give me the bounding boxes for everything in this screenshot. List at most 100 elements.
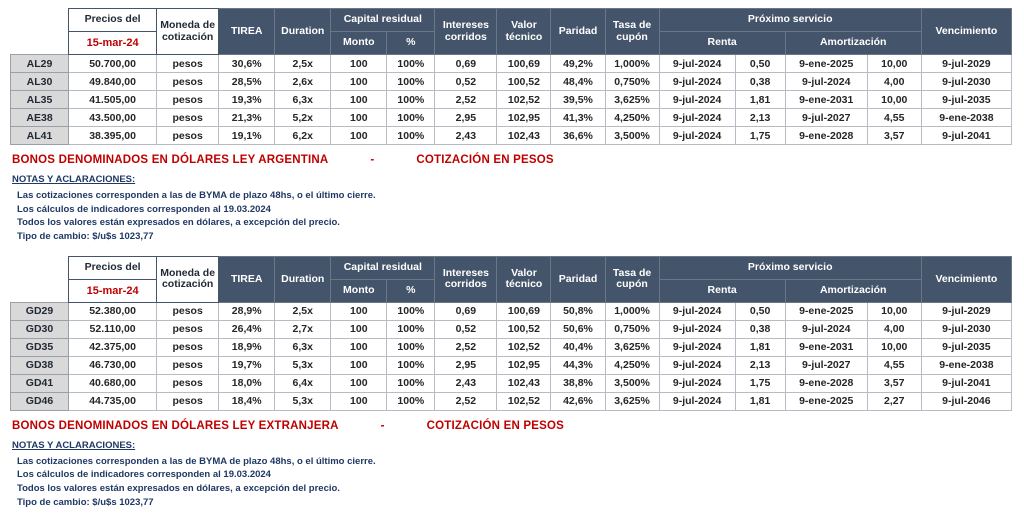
- bond-value: 102,95: [496, 108, 552, 127]
- note-line: Las cotizaciones corresponden a las de B…: [17, 455, 376, 467]
- bond-row: GD29 52.380,00 pesos 28,9% 2,5x 100 100% 0,69 10…: [9, 301, 1013, 321]
- bond-value: 102,52: [496, 90, 552, 109]
- bonds-table-ley-extranjera: Precios del Moneda de cotización TIREA D…: [9, 255, 1013, 411]
- bond-value: 52.110,00: [68, 319, 158, 339]
- bond-value: 41.505,00: [68, 90, 158, 109]
- bond-value: 100: [330, 373, 388, 393]
- table-header: Precios del Moneda de cotización TIREA D…: [11, 255, 1013, 303]
- bond-value: 3,625%: [604, 391, 660, 411]
- col-header-renta: Renta: [658, 278, 786, 303]
- bond-value: 9-ene-2031: [784, 90, 868, 109]
- bond-value: 6,4x: [274, 373, 332, 393]
- table-header: Precios del Moneda de cotización TIREA D…: [11, 8, 1013, 55]
- bond-table-body: AL29 50.700,00 pesos 30,6% 2,5x 100 100% 0,69 10…: [9, 54, 1013, 145]
- bond-value: 1,81: [734, 391, 786, 411]
- bond-value: 4,250%: [604, 108, 660, 127]
- bond-value: 9-jul-2024: [784, 72, 868, 91]
- col-header-precios-del: Precios del: [68, 255, 158, 280]
- bond-value: 26,4%: [218, 319, 276, 339]
- bond-value: 9-ene-2031: [784, 337, 868, 357]
- col-header-moneda: Moneda de cotización: [156, 255, 220, 303]
- bond-value: 9-jul-2024: [658, 90, 736, 109]
- bond-ticker: AE38: [9, 108, 70, 127]
- bond-value: 100%: [386, 301, 436, 321]
- bond-value: 48,4%: [550, 72, 606, 91]
- bond-value: pesos: [156, 54, 220, 73]
- section-title-ley-argentina: BONOS DENOMINADOS EN DÓLARES LEY ARGENTI…: [12, 154, 1014, 166]
- bond-value: 2,5x: [274, 54, 332, 73]
- notes-block: NOTAS Y ACLARACIONES: Las cotizaciones c…: [12, 439, 1014, 510]
- bond-value: 2,7x: [274, 319, 332, 339]
- bond-value: 0,38: [734, 72, 786, 91]
- bond-value: 0,52: [434, 72, 498, 91]
- bond-value: 100,69: [496, 301, 552, 321]
- bond-value: 10,00: [866, 337, 922, 357]
- bond-value: 3,500%: [604, 373, 660, 393]
- bond-row: GD46 44.735,00 pesos 18,4% 5,3x 100 100% 2,52 10…: [9, 391, 1013, 411]
- bond-value: pesos: [156, 391, 220, 411]
- bond-value: pesos: [156, 319, 220, 339]
- bond-value: 102,43: [496, 126, 552, 145]
- bond-value: 2,95: [434, 355, 498, 375]
- bond-value: 9-jul-2024: [784, 319, 868, 339]
- bond-row: AE38 43.500,00 pesos 21,3% 5,2x 100 100% 2,95 10…: [9, 108, 1013, 127]
- bond-value: 9-jul-2041: [920, 373, 1013, 393]
- bond-value: 102,95: [496, 355, 552, 375]
- col-header-tirea: TIREA: [218, 255, 276, 303]
- bond-value: 1,81: [734, 90, 786, 109]
- bond-value: 102,43: [496, 373, 552, 393]
- bond-value: 100: [330, 391, 388, 411]
- bond-value: pesos: [156, 90, 220, 109]
- bond-value: 4,55: [866, 355, 922, 375]
- bond-ticker: AL29: [9, 54, 70, 73]
- col-header-tasa-cupon: Tasa de cupón: [604, 255, 660, 303]
- bond-value: pesos: [156, 301, 220, 321]
- col-header-pct: %: [386, 278, 436, 303]
- note-line: Todos los valores están expresados en dó…: [17, 483, 340, 495]
- bond-ticker: GD35: [9, 337, 70, 357]
- bond-value: 9-ene-2028: [784, 373, 868, 393]
- bond-value: 18,0%: [218, 373, 276, 393]
- bond-value: 5,2x: [274, 108, 332, 127]
- bond-value: 41,3%: [550, 108, 606, 127]
- bond-value: pesos: [156, 355, 220, 375]
- bond-row: AL41 38.395,00 pesos 19,1% 6,2x 100 100% 2,43 10…: [9, 126, 1013, 145]
- bond-value: 2,43: [434, 373, 498, 393]
- bond-value: 9-ene-2038: [920, 355, 1013, 375]
- col-header-paridad: Paridad: [550, 8, 606, 55]
- bond-value: 5,3x: [274, 355, 332, 375]
- col-header-capital-residual: Capital residual: [330, 255, 436, 280]
- col-header-amortizacion: Amortización: [784, 31, 922, 55]
- bond-value: 9-jul-2030: [920, 319, 1013, 339]
- bond-value: 9-jul-2024: [658, 108, 736, 127]
- bond-value: 3,625%: [604, 337, 660, 357]
- bond-value: pesos: [156, 108, 220, 127]
- bond-value: 100: [330, 72, 388, 91]
- bond-row: GD38 46.730,00 pesos 19,7% 5,3x 100 100% 2,95 10…: [9, 355, 1013, 375]
- bond-value: 44,3%: [550, 355, 606, 375]
- bond-value: 100%: [386, 72, 436, 91]
- bond-value: 9-jul-2024: [658, 373, 736, 393]
- bond-value: 9-jul-2024: [658, 54, 736, 73]
- section-title-ley-extranjera: BONOS DENOMINADOS EN DÓLARES LEY EXTRANJ…: [12, 420, 1014, 432]
- bond-value: 28,9%: [218, 301, 276, 321]
- bond-value: 100,52: [496, 72, 552, 91]
- bond-value: 38,8%: [550, 373, 606, 393]
- bond-value: 100: [330, 90, 388, 109]
- bond-value: 9-jul-2035: [920, 90, 1013, 109]
- bond-value: 1,75: [734, 373, 786, 393]
- bond-value: 2,6x: [274, 72, 332, 91]
- col-header-duration: Duration: [274, 255, 332, 303]
- bond-value: 50.700,00: [68, 54, 158, 73]
- bond-value: 0,750%: [604, 319, 660, 339]
- bond-value: 52.380,00: [68, 301, 158, 321]
- bond-ticker: AL30: [9, 72, 70, 91]
- bond-value: 28,5%: [218, 72, 276, 91]
- bond-value: 1,000%: [604, 301, 660, 321]
- bond-value: 9-jul-2027: [784, 355, 868, 375]
- bond-value: 19,1%: [218, 126, 276, 145]
- bond-value: 9-ene-2025: [784, 391, 868, 411]
- bond-value: 9-ene-2028: [784, 126, 868, 145]
- bond-value: 4,00: [866, 72, 922, 91]
- bond-value: 100,69: [496, 54, 552, 73]
